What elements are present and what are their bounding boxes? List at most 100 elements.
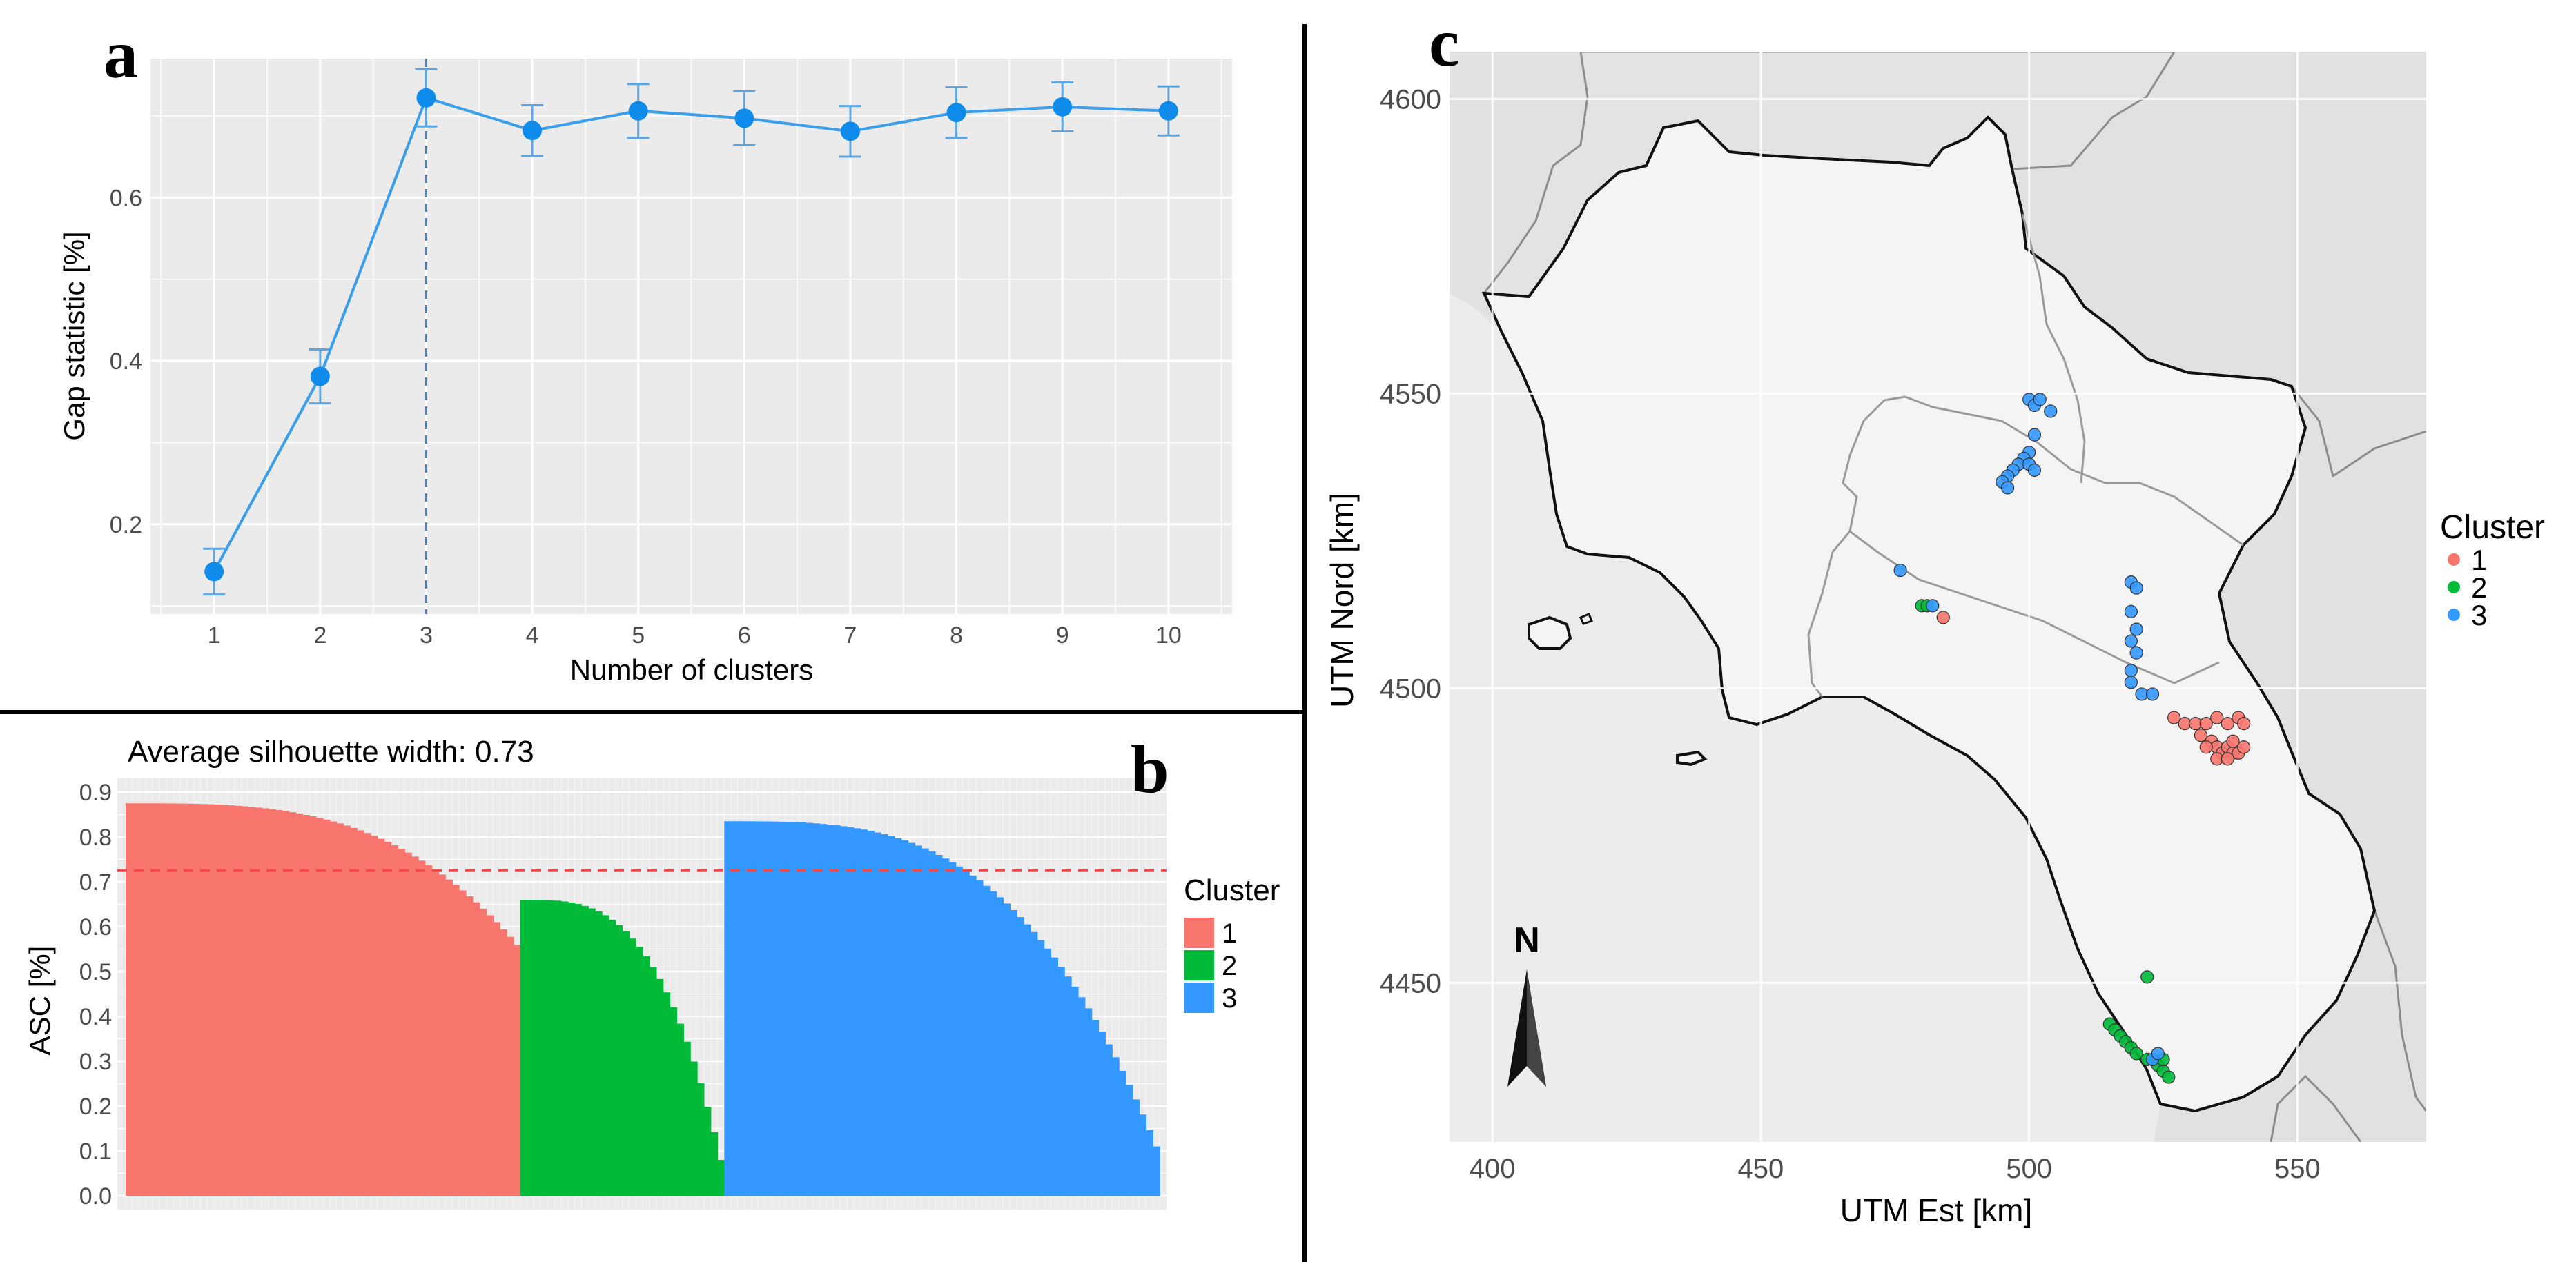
panel-b-bar: [806, 822, 814, 1196]
panel-b-bar: [819, 824, 827, 1196]
panel-b-bar: [656, 978, 664, 1196]
panel-b-bar: [275, 809, 283, 1196]
panel-b-bar: [1051, 957, 1058, 1196]
panel-b-bar: [370, 836, 378, 1196]
panel-b-bar: [452, 885, 460, 1196]
panel-b-bar: [479, 908, 487, 1196]
panel-b-bar: [703, 1106, 712, 1196]
panel-c-point-cluster-3: [2129, 581, 2143, 595]
panel-c-point-cluster-1: [2221, 752, 2234, 766]
panel-c-point-cluster-2: [2140, 970, 2154, 984]
panel-b-y-tick-label: 0.4: [79, 1004, 112, 1030]
panel-b-bar: [315, 818, 324, 1196]
panel-b-bar: [363, 833, 371, 1196]
panel-b-bar: [812, 823, 821, 1196]
panel-b-bar: [792, 822, 800, 1196]
panel-a-data-point: [310, 366, 330, 386]
panel-b-bar: [915, 845, 922, 1196]
panel-c-legend-label-1: 1: [2471, 544, 2487, 576]
panel-b-bar: [500, 929, 507, 1196]
panel-c-point-cluster-3: [2151, 1047, 2165, 1061]
panel-b-bar: [336, 823, 344, 1196]
panel-c-point-cluster-3: [2000, 481, 2015, 495]
panel-b-bar: [690, 1061, 698, 1196]
panel-b-bar: [445, 879, 453, 1196]
panel-a-gap-statistic-chart: 0.2 0.4 0.6 1 2 3 4 5 6 7 8 9 10 Number of clusters…: [58, 16, 1232, 686]
panel-b-bar: [948, 862, 957, 1196]
panel-b-bar: [493, 922, 500, 1196]
panel-c-point-cluster-3: [2124, 604, 2138, 618]
panel-b-bar: [696, 1083, 705, 1196]
panel-b-bar: [166, 803, 174, 1196]
panel-b-bar: [969, 875, 977, 1196]
panel-a-x-tick-label: 6: [738, 622, 751, 649]
panel-c-point-cluster-3: [1893, 563, 1907, 578]
panel-b-bar: [901, 840, 909, 1196]
panel-c-north-label: N: [1514, 920, 1540, 960]
panel-c-y-tick-label: 4550: [1380, 379, 1441, 409]
panel-c-point-cluster-3: [2033, 393, 2047, 406]
panel-b-bar: [717, 1160, 725, 1196]
panel-b-title: Average silhouette width: 0.73: [128, 735, 534, 769]
panel-c-legend-dot-3: [2448, 609, 2460, 621]
panel-b-y-tick-label: 0.7: [79, 869, 112, 896]
panel-b-bar: [772, 821, 779, 1196]
panel-b-y-axis-label: ASC [%]: [23, 946, 56, 1056]
panel-b-bar: [724, 821, 732, 1196]
panel-b-bar: [193, 804, 202, 1196]
panel-a-y-tick-label: 0.2: [110, 512, 142, 538]
panel-c-points: [1893, 393, 2251, 1084]
panel-b-bar: [418, 860, 426, 1196]
panel-c-point-cluster-3: [2124, 676, 2138, 689]
panel-a-y-tick-label: 0.6: [110, 185, 142, 211]
panel-c-province-border-2: [2021, 213, 2086, 484]
panel-b-bar: [710, 1132, 719, 1196]
panel-b-bar: [765, 821, 773, 1196]
panel-b-bar: [527, 900, 535, 1196]
panel-a-x-tick-label: 4: [526, 622, 539, 649]
panel-a-x-tick-label: 1: [208, 622, 221, 649]
panel-a-data-point: [840, 121, 860, 141]
panel-b-bar: [588, 908, 596, 1196]
panel-c-point-cluster-1: [2194, 729, 2208, 742]
panel-c-point-cluster-2: [2162, 1070, 2176, 1084]
panel-b-bar: [962, 871, 970, 1196]
panel-c-x-axis-label: UTM Est [km]: [1840, 1192, 2033, 1228]
panel-c-point-cluster-1: [2199, 717, 2213, 731]
panel-b-bar: [398, 849, 405, 1196]
panel-b-bar: [139, 803, 147, 1196]
panel-b-bar: [1057, 967, 1065, 1196]
panel-b-bar: [357, 830, 364, 1196]
panel-a-x-tick-label: 8: [950, 622, 963, 649]
panel-c-point-cluster-3: [2129, 646, 2143, 660]
panel-c-point-cluster-1: [2237, 740, 2251, 754]
panel-b-bar: [860, 829, 868, 1196]
panel-b-bar: [540, 900, 548, 1196]
panel-a-data-point: [628, 101, 648, 121]
panel-b-bar: [159, 803, 167, 1196]
panel-a-y-tick-labels: 0.2 0.4 0.6: [110, 185, 142, 538]
panel-b-bar: [520, 900, 528, 1196]
panel-b-bar: [1132, 1099, 1140, 1196]
panel-b-bar: [826, 825, 834, 1196]
panel-b-bar: [220, 805, 228, 1196]
panel-b-bar: [779, 821, 786, 1196]
panel-a-x-tick-label: 3: [420, 622, 433, 649]
panel-b-bar: [676, 1023, 684, 1196]
panel-b-bar: [486, 915, 494, 1196]
panel-b-bar: [832, 825, 841, 1196]
panel-c-region-outline: [1481, 115, 2377, 1113]
panel-b-bar: [200, 804, 208, 1196]
panel-b-bar: [955, 866, 963, 1196]
panel-c-grid: [1450, 52, 2426, 1142]
panel-b-bar: [1037, 940, 1045, 1196]
panel-b-bar: [384, 842, 392, 1196]
panel-a-series-line: [213, 96, 1169, 573]
panel-b-legend-label-3: 3: [1222, 983, 1237, 1014]
panel-b-bar: [785, 822, 793, 1196]
panel-b-bars: [126, 803, 1160, 1196]
panel-c-legend: Cluster 1 2 3: [2440, 509, 2545, 631]
panel-b-bar: [377, 838, 385, 1196]
panel-c-point-cluster-3: [1926, 599, 1940, 613]
panel-c-map: 400 450 500 550 4450 4500 4550 4600 UTM Est [k…: [1324, 4, 2545, 1228]
